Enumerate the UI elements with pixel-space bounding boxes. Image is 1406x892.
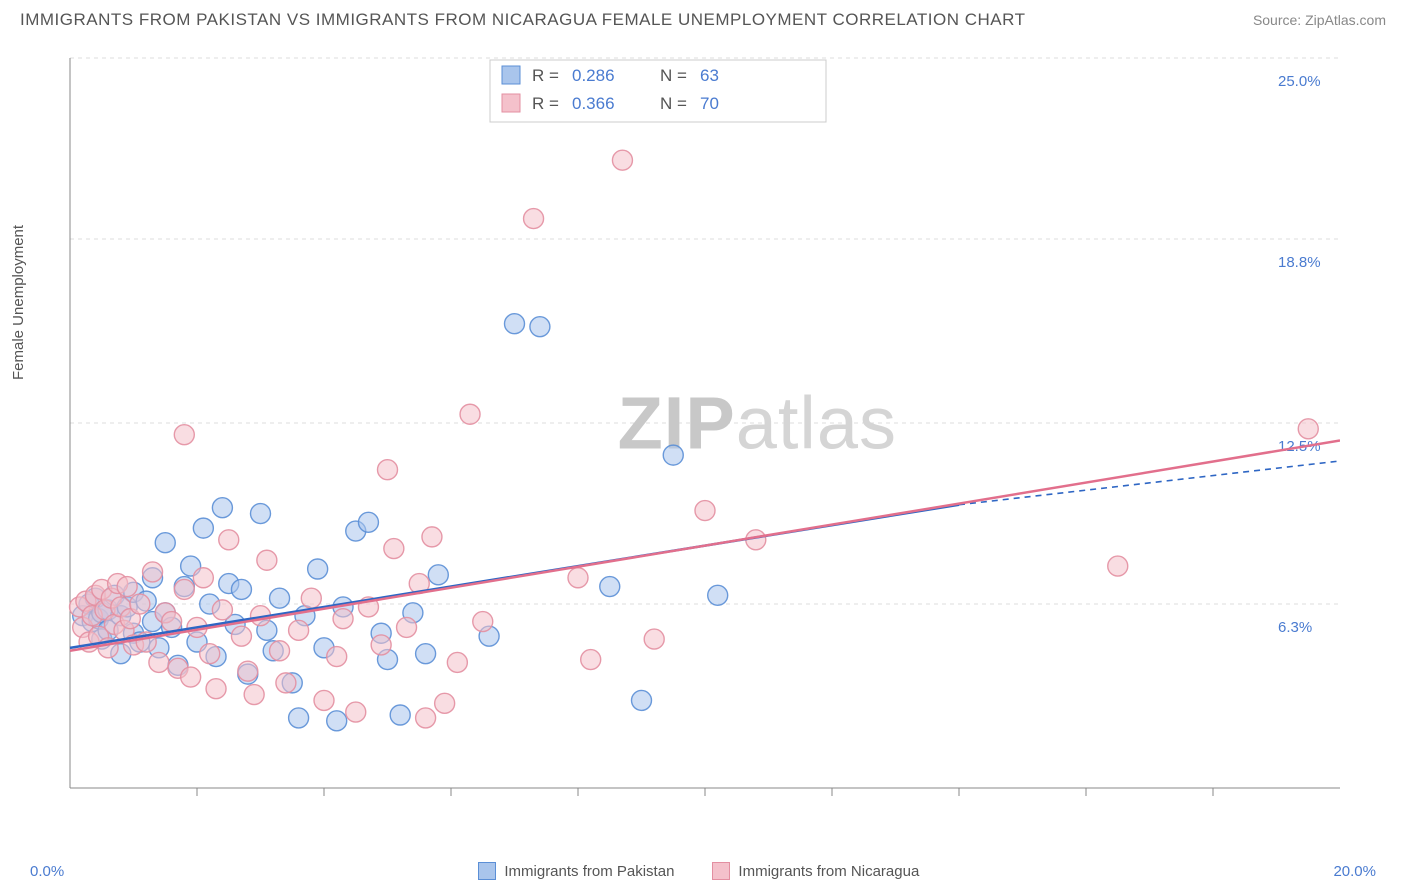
- swatch-nicaragua: [712, 862, 730, 880]
- chart-header: IMMIGRANTS FROM PAKISTAN VS IMMIGRANTS F…: [0, 0, 1406, 36]
- chart-title: IMMIGRANTS FROM PAKISTAN VS IMMIGRANTS F…: [20, 10, 1025, 30]
- y-axis-label: Female Unemployment: [10, 225, 27, 380]
- svg-text:0.286: 0.286: [572, 66, 615, 85]
- svg-text:25.0%: 25.0%: [1278, 73, 1321, 90]
- legend-item-pakistan: Immigrants from Pakistan: [478, 862, 674, 880]
- scatter-svg: 6.3%12.5%18.8%25.0%ZIPatlasR =0.286N =63…: [50, 48, 1340, 818]
- svg-text:N =: N =: [660, 66, 687, 85]
- svg-text:70: 70: [700, 94, 719, 113]
- svg-text:0.366: 0.366: [572, 94, 615, 113]
- chart-source: Source: ZipAtlas.com: [1253, 12, 1386, 28]
- legend-label-pakistan: Immigrants from Pakistan: [504, 863, 674, 880]
- x-axis-max-label: 20.0%: [1333, 863, 1376, 880]
- swatch-pakistan: [478, 862, 496, 880]
- series-legend: Immigrants from Pakistan Immigrants from…: [478, 862, 919, 880]
- x-axis-min-label: 0.0%: [30, 863, 64, 880]
- svg-text:R =: R =: [532, 94, 559, 113]
- svg-text:R =: R =: [532, 66, 559, 85]
- legend-item-nicaragua: Immigrants from Nicaragua: [712, 862, 919, 880]
- svg-text:63: 63: [700, 66, 719, 85]
- x-axis-legend-row: 0.0% Immigrants from Pakistan Immigrants…: [0, 862, 1406, 880]
- svg-text:ZIPatlas: ZIPatlas: [618, 381, 897, 464]
- svg-text:18.8%: 18.8%: [1278, 254, 1321, 271]
- legend-label-nicaragua: Immigrants from Nicaragua: [738, 863, 919, 880]
- svg-text:N =: N =: [660, 94, 687, 113]
- svg-text:6.3%: 6.3%: [1278, 619, 1312, 636]
- chart-plot: 6.3%12.5%18.8%25.0%ZIPatlasR =0.286N =63…: [50, 48, 1340, 818]
